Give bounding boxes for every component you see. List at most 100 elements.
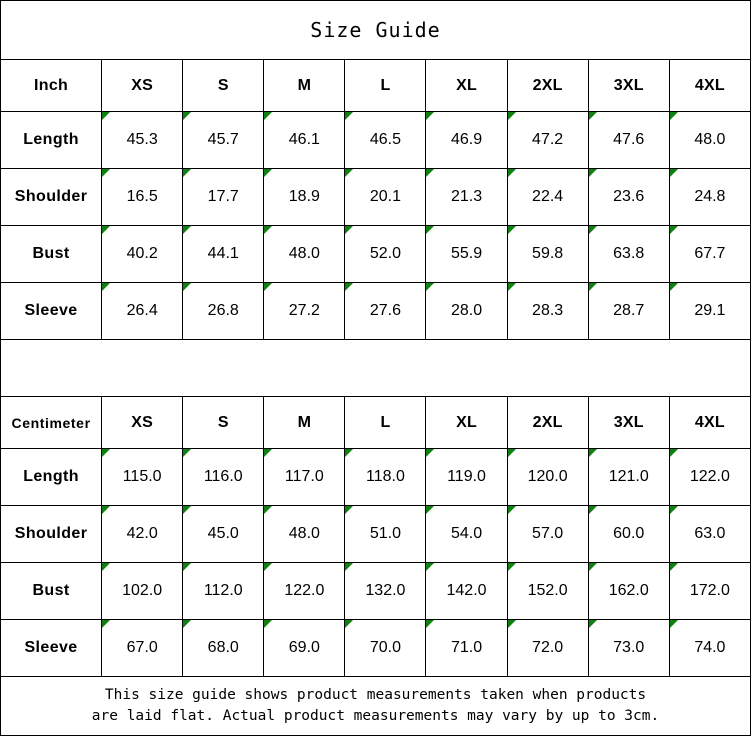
cm-sleeve-2xl: 72.0 bbox=[506, 619, 589, 677]
inch-sleeve-s: 26.8 bbox=[182, 282, 265, 340]
cm-sleeve-4xl: 74.0 bbox=[668, 619, 751, 677]
table-row: Shoulder 42.0 45.0 48.0 51.0 54.0 57.0 6… bbox=[0, 505, 751, 563]
cm-shoulder-xs: 42.0 bbox=[101, 505, 184, 563]
inch-size-header-3xl: 3XL bbox=[587, 59, 670, 112]
inch-length-m: 46.1 bbox=[263, 111, 346, 169]
size-guide-note: This size guide shows product measuremen… bbox=[0, 676, 751, 736]
table-row: Length 45.3 45.7 46.1 46.5 46.9 47.2 47.… bbox=[0, 111, 751, 169]
cm-row-label-shoulder: Shoulder bbox=[0, 505, 103, 563]
cm-length-xs: 115.0 bbox=[101, 448, 184, 506]
inch-row-label-shoulder: Shoulder bbox=[0, 168, 103, 226]
inch-size-header-s: S bbox=[182, 59, 265, 112]
inch-header-row: Inch XS S M L XL 2XL 3XL 4XL bbox=[0, 59, 751, 112]
cm-sleeve-3xl: 73.0 bbox=[587, 619, 670, 677]
inch-bust-m: 48.0 bbox=[263, 225, 346, 283]
inch-size-header-m: M bbox=[263, 59, 346, 112]
cm-size-header-4xl: 4XL bbox=[668, 396, 751, 449]
cm-bust-3xl: 162.0 bbox=[587, 562, 670, 620]
note-line-1: This size guide shows product measuremen… bbox=[104, 686, 647, 703]
cm-shoulder-4xl: 63.0 bbox=[668, 505, 751, 563]
inch-sleeve-m: 27.2 bbox=[263, 282, 346, 340]
table-separator bbox=[0, 339, 751, 397]
inch-shoulder-2xl: 22.4 bbox=[506, 168, 589, 226]
cm-length-m: 117.0 bbox=[263, 448, 346, 506]
inch-length-xl: 46.9 bbox=[425, 111, 508, 169]
cm-unit-header: Centimeter bbox=[0, 396, 103, 449]
inch-length-s: 45.7 bbox=[182, 111, 265, 169]
title-row: Size Guide bbox=[0, 0, 751, 60]
cm-sleeve-xl: 71.0 bbox=[425, 619, 508, 677]
inch-bust-l: 52.0 bbox=[344, 225, 427, 283]
inch-row-label-bust: Bust bbox=[0, 225, 103, 283]
cm-row-label-sleeve: Sleeve bbox=[0, 619, 103, 677]
inch-sleeve-xl: 28.0 bbox=[425, 282, 508, 340]
inch-sleeve-3xl: 28.7 bbox=[587, 282, 670, 340]
inch-length-3xl: 47.6 bbox=[587, 111, 670, 169]
cm-bust-s: 112.0 bbox=[182, 562, 265, 620]
cm-bust-xl: 142.0 bbox=[425, 562, 508, 620]
cm-size-header-l: L bbox=[344, 396, 427, 449]
cm-row-label-length: Length bbox=[0, 448, 103, 506]
inch-row-label-sleeve: Sleeve bbox=[0, 282, 103, 340]
cm-size-header-s: S bbox=[182, 396, 265, 449]
cm-size-header-m: M bbox=[263, 396, 346, 449]
inch-shoulder-4xl: 24.8 bbox=[668, 168, 751, 226]
inch-shoulder-l: 20.1 bbox=[344, 168, 427, 226]
table-separator-row bbox=[0, 339, 751, 397]
inch-length-xs: 45.3 bbox=[101, 111, 184, 169]
inch-bust-xl: 55.9 bbox=[425, 225, 508, 283]
table-row: Bust 102.0 112.0 122.0 132.0 142.0 152.0… bbox=[0, 562, 751, 620]
cm-sleeve-s: 68.0 bbox=[182, 619, 265, 677]
cm-length-4xl: 122.0 bbox=[668, 448, 751, 506]
inch-shoulder-s: 17.7 bbox=[182, 168, 265, 226]
cm-sleeve-l: 70.0 bbox=[344, 619, 427, 677]
inch-length-4xl: 48.0 bbox=[668, 111, 751, 169]
cm-shoulder-xl: 54.0 bbox=[425, 505, 508, 563]
inch-bust-s: 44.1 bbox=[182, 225, 265, 283]
cm-length-2xl: 120.0 bbox=[506, 448, 589, 506]
inch-sleeve-4xl: 29.1 bbox=[668, 282, 751, 340]
table-row: Sleeve 26.4 26.8 27.2 27.6 28.0 28.3 28.… bbox=[0, 282, 751, 340]
inch-length-l: 46.5 bbox=[344, 111, 427, 169]
inch-sleeve-l: 27.6 bbox=[344, 282, 427, 340]
cm-shoulder-3xl: 60.0 bbox=[587, 505, 670, 563]
cm-size-header-3xl: 3XL bbox=[587, 396, 670, 449]
cm-bust-2xl: 152.0 bbox=[506, 562, 589, 620]
cm-size-header-xl: XL bbox=[425, 396, 508, 449]
table-row: Bust 40.2 44.1 48.0 52.0 55.9 59.8 63.8 … bbox=[0, 225, 751, 283]
cm-length-xl: 119.0 bbox=[425, 448, 508, 506]
inch-row-label-length: Length bbox=[0, 111, 103, 169]
inch-length-2xl: 47.2 bbox=[506, 111, 589, 169]
inch-shoulder-xs: 16.5 bbox=[101, 168, 184, 226]
table-row: Shoulder 16.5 17.7 18.9 20.1 21.3 22.4 2… bbox=[0, 168, 751, 226]
inch-size-header-2xl: 2XL bbox=[506, 59, 589, 112]
note-line-2: are laid flat. Actual product measuremen… bbox=[91, 708, 660, 724]
cm-bust-m: 122.0 bbox=[263, 562, 346, 620]
cm-row-label-bust: Bust bbox=[0, 562, 103, 620]
cm-size-header-2xl: 2XL bbox=[506, 396, 589, 449]
cm-sleeve-m: 69.0 bbox=[263, 619, 346, 677]
page-title: Size Guide bbox=[0, 0, 751, 60]
cm-shoulder-l: 51.0 bbox=[344, 505, 427, 563]
cm-size-header-xs: XS bbox=[101, 396, 184, 449]
inch-unit-header: Inch bbox=[0, 59, 103, 112]
inch-size-header-xs: XS bbox=[101, 59, 184, 112]
inch-bust-xs: 40.2 bbox=[101, 225, 184, 283]
inch-sleeve-xs: 26.4 bbox=[101, 282, 184, 340]
cm-length-l: 118.0 bbox=[344, 448, 427, 506]
inch-shoulder-xl: 21.3 bbox=[425, 168, 508, 226]
inch-size-header-xl: XL bbox=[425, 59, 508, 112]
cm-sleeve-xs: 67.0 bbox=[101, 619, 184, 677]
inch-sleeve-2xl: 28.3 bbox=[506, 282, 589, 340]
table-row: Length 115.0 116.0 117.0 118.0 119.0 120… bbox=[0, 448, 751, 506]
cm-bust-l: 132.0 bbox=[344, 562, 427, 620]
table-row: Sleeve 67.0 68.0 69.0 70.0 71.0 72.0 73.… bbox=[0, 619, 751, 677]
inch-shoulder-m: 18.9 bbox=[263, 168, 346, 226]
note-row: This size guide shows product measuremen… bbox=[0, 676, 751, 736]
cm-shoulder-s: 45.0 bbox=[182, 505, 265, 563]
cm-shoulder-m: 48.0 bbox=[263, 505, 346, 563]
cm-length-s: 116.0 bbox=[182, 448, 265, 506]
